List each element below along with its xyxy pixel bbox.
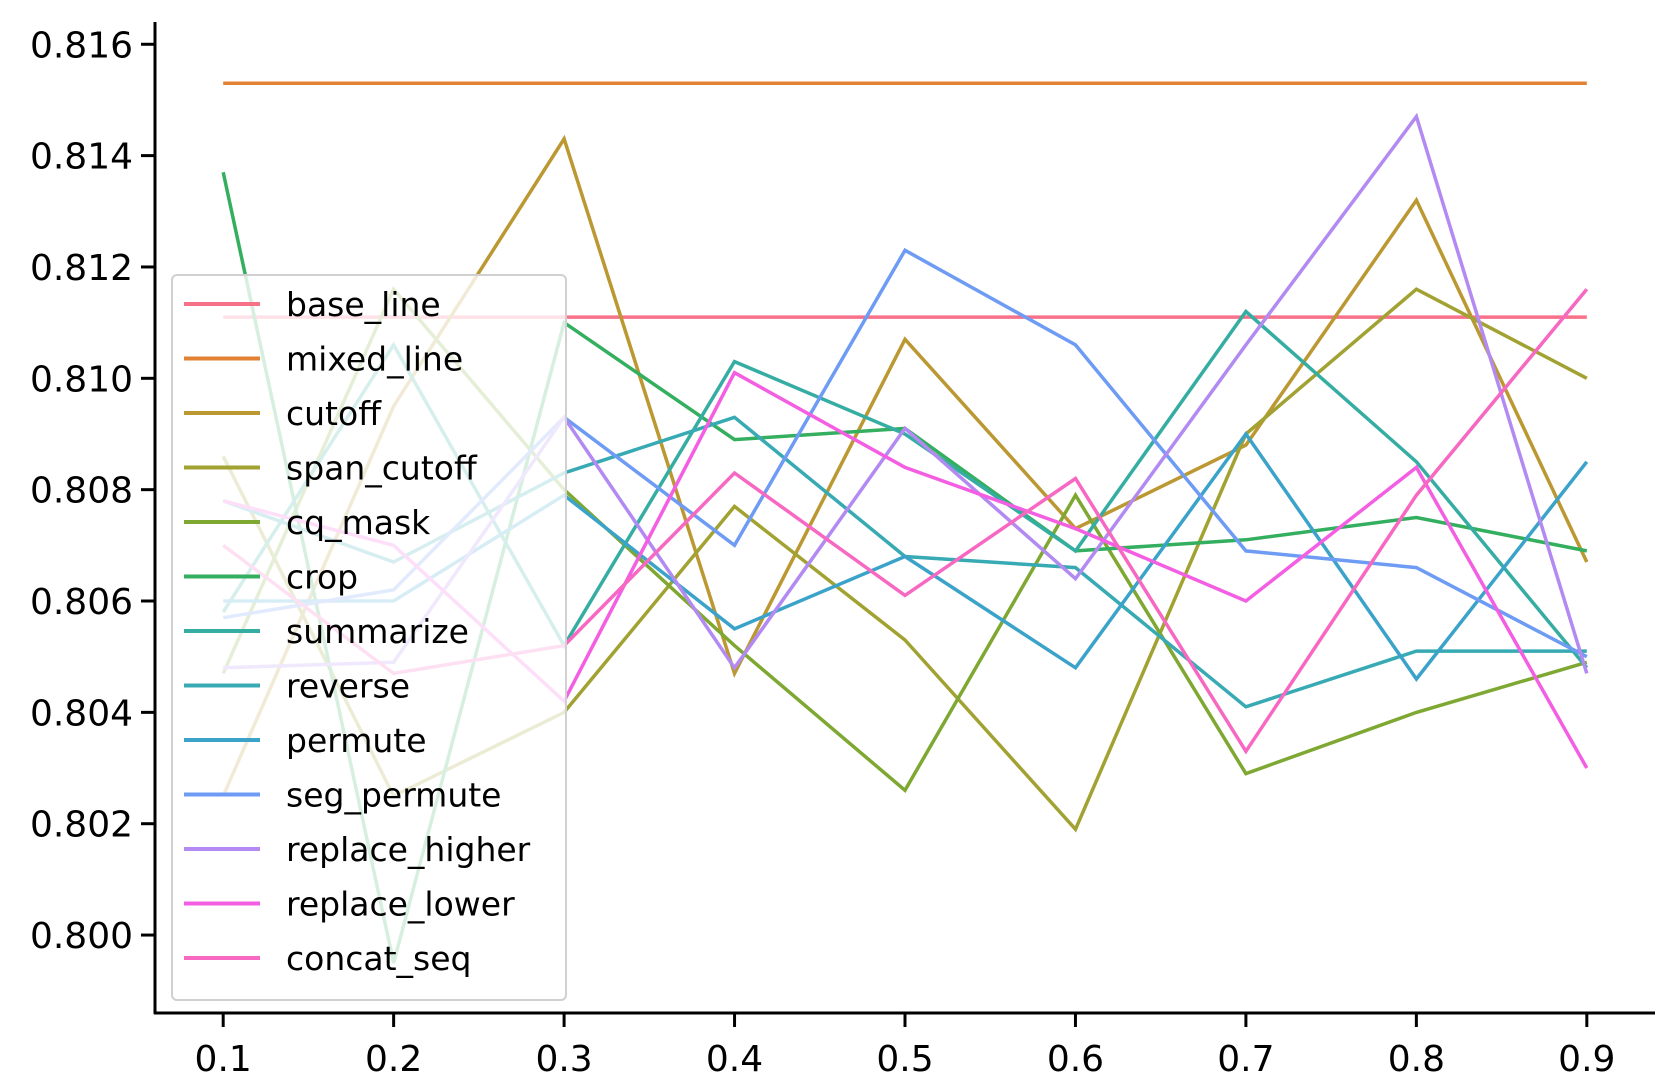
y-tick-label: 0.808 — [30, 471, 133, 512]
x-tick-label: 0.6 — [1047, 1039, 1104, 1080]
axes: 0.800 0.802 0.804 0.806 0.808 0.810 0.812 0.814… — [30, 22, 1655, 1080]
y-tick-label: 0.800 — [30, 916, 133, 957]
x-tick-label: 0.1 — [195, 1039, 252, 1080]
legend-label: mixed_line — [286, 340, 463, 379]
legend-label: reverse — [286, 667, 410, 706]
y-tick-label: 0.812 — [30, 248, 133, 289]
x-tick-label: 0.8 — [1388, 1039, 1445, 1080]
y-tick-label: 0.802 — [30, 805, 133, 846]
y-tick-label: 0.816 — [30, 25, 133, 66]
x-tick-label: 0.4 — [706, 1039, 763, 1080]
legend-label: replace_higher — [286, 830, 531, 869]
y-tick-label: 0.806 — [30, 582, 133, 623]
x-tick-label: 0.2 — [365, 1039, 422, 1080]
x-tick-label: 0.9 — [1558, 1039, 1615, 1080]
legend-label: concat_seq — [286, 939, 472, 978]
y-tick-label: 0.810 — [30, 359, 133, 400]
x-tick-label: 0.3 — [535, 1039, 592, 1080]
legend-label: span_cutoff — [286, 449, 478, 488]
legend-label: replace_lower — [286, 885, 515, 924]
legend-box — [171, 274, 567, 1001]
legend-label: cutoff — [286, 394, 382, 433]
legend-label: cq_mask — [286, 503, 431, 542]
legend-label: base_line — [286, 285, 441, 324]
y-tick-label: 0.804 — [30, 693, 133, 734]
legend-label: seg_permute — [286, 776, 501, 815]
y-tick-label: 0.814 — [30, 137, 133, 178]
x-tick-label: 0.5 — [876, 1039, 933, 1080]
x-tick-label: 0.7 — [1217, 1039, 1274, 1080]
legend-label: crop — [286, 558, 358, 597]
legend-label: permute — [286, 721, 427, 760]
legend-label: summarize — [286, 612, 469, 651]
